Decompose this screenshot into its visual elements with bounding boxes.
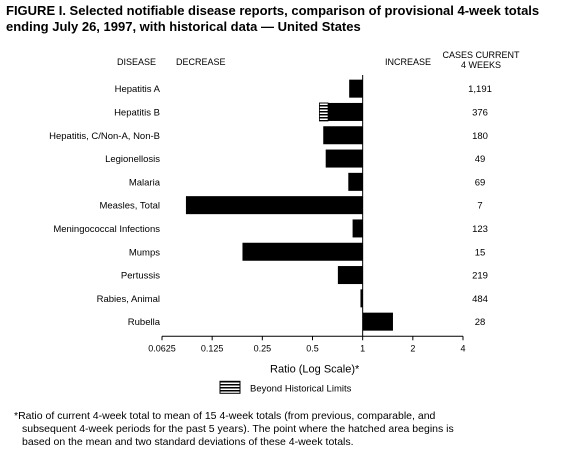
category-label: Legionellosis: [105, 154, 160, 165]
bar: [337, 266, 363, 285]
footnote-line-1: *Ratio of current 4-week total to mean o…: [14, 410, 436, 422]
bar: [323, 126, 363, 145]
title-line-2: ending July 26, 1997, with historical da…: [6, 19, 361, 34]
case-count: 1,191: [468, 84, 492, 95]
disease-header: DISEASE: [117, 57, 157, 67]
case-count: 219: [472, 271, 488, 282]
case-count: 484: [472, 294, 488, 305]
x-tick-label: 1: [360, 343, 365, 353]
bar: [325, 149, 363, 168]
category-label: Meningococcal Infections: [53, 224, 160, 235]
legend-hatch-swatch: [220, 381, 240, 394]
category-label: Rubella: [128, 317, 161, 328]
category-label: Hepatitis A: [115, 84, 161, 95]
x-tick-label: 0.5: [306, 343, 319, 353]
footnote-line-3: based on the mean and two standard devia…: [22, 436, 354, 448]
x-tick-label: 2: [410, 343, 415, 353]
x-tick-label: 0.125: [201, 343, 224, 353]
case-count: 28: [475, 317, 486, 328]
bar: [360, 289, 363, 308]
cases-header-line-1: CASES CURRENT: [442, 50, 520, 60]
case-count: 123: [472, 224, 488, 235]
hatched-bar-border: [318, 102, 329, 122]
category-label: Measles, Total: [99, 201, 160, 212]
title-line-1: FIGURE I. Selected notifiable disease re…: [6, 3, 540, 18]
case-count: 49: [475, 154, 486, 165]
bar: [319, 102, 363, 121]
category-label: Hepatitis, C/Non-A, Non-B: [49, 131, 160, 142]
category-label: Hepatitis B: [114, 107, 160, 118]
legend-label: Beyond Historical Limits: [250, 383, 352, 394]
category-label: Malaria: [129, 177, 161, 188]
bar: [352, 219, 363, 238]
decrease-header: DECREASE: [176, 57, 226, 67]
footnote-line-2: subsequent 4-week periods for the past 5…: [22, 423, 454, 435]
legend-swatch-border: [219, 380, 241, 394]
x-tick-label: 0.25: [254, 343, 272, 353]
case-count: 69: [475, 177, 486, 188]
x-tick-label: 4: [460, 343, 465, 353]
hatched-bar-segment: [319, 102, 329, 121]
category-label: Rabies, Animal: [97, 294, 160, 305]
category-label: Mumps: [129, 247, 160, 258]
category-label: Pertussis: [121, 271, 160, 282]
ratio-bar-chart: Hepatitis A 1,191 Hepatitis B 376 Hepatitis,…: [49, 75, 492, 394]
bar: [362, 312, 393, 331]
x-axis-title: Ratio (Log Scale)*: [270, 363, 360, 375]
cases-header: CASES CURRENT 4 WEEKS: [442, 50, 520, 70]
bar: [185, 196, 363, 215]
figure-title: FIGURE I. Selected notifiable disease re…: [6, 3, 562, 35]
cases-header-line-2: 4 WEEKS: [460, 60, 501, 70]
bar: [349, 79, 363, 98]
case-count: 7: [477, 201, 482, 212]
bar: [348, 172, 363, 191]
increase-header: INCREASE: [385, 57, 432, 67]
x-tick-label: 0.0625: [148, 343, 176, 353]
footnote: *Ratio of current 4-week total to mean o…: [14, 410, 554, 449]
bar: [242, 242, 363, 261]
case-count: 180: [472, 131, 488, 142]
case-count: 376: [472, 107, 488, 118]
case-count: 15: [475, 247, 486, 258]
